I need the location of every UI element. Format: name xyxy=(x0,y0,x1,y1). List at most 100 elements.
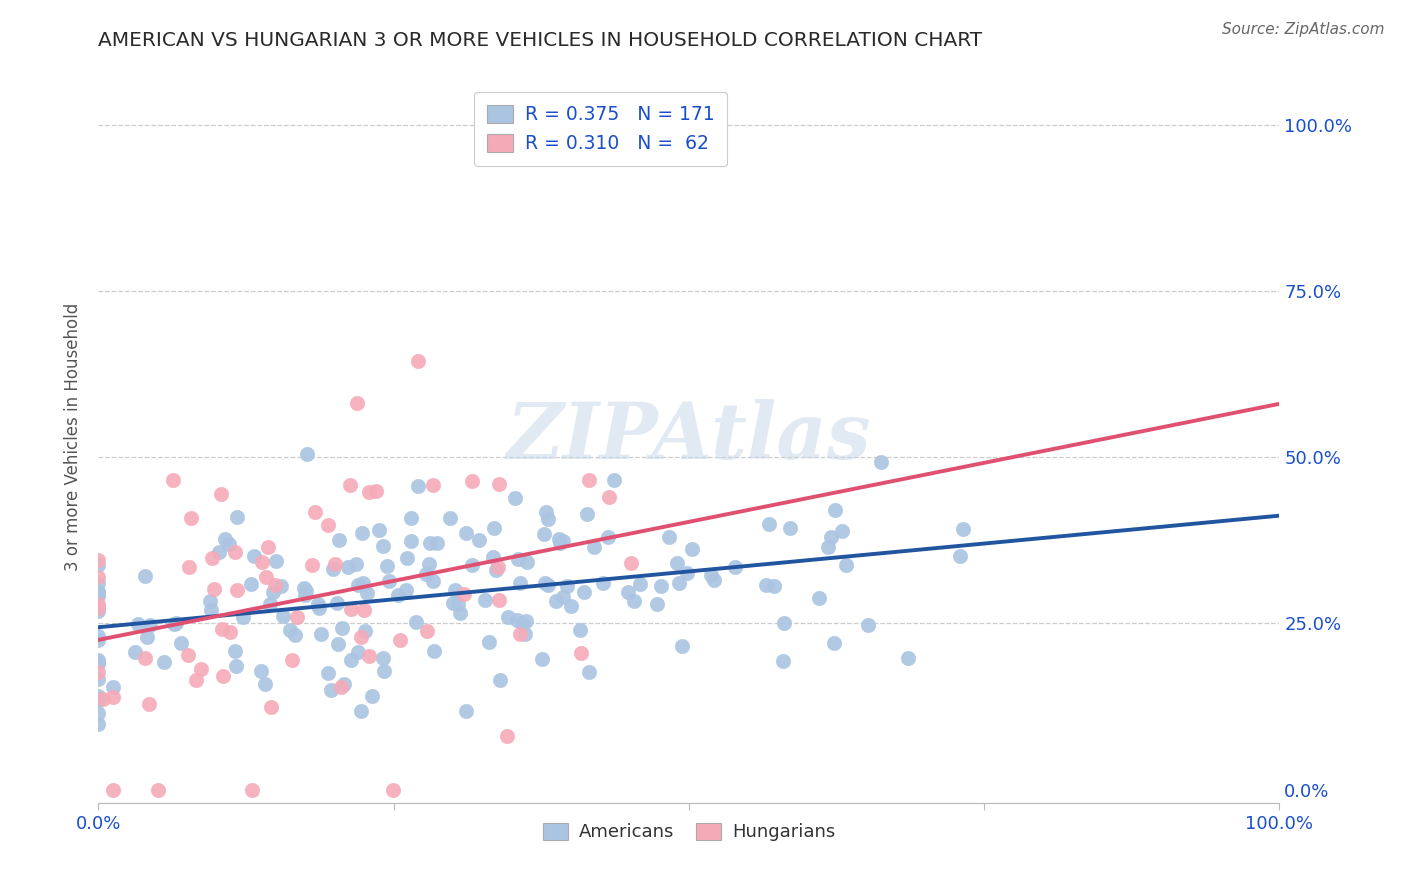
Point xyxy=(264,577,287,591)
Point xyxy=(668,575,690,590)
Point xyxy=(350,704,373,718)
Point xyxy=(353,624,375,639)
Point xyxy=(824,502,846,516)
Point xyxy=(352,576,374,591)
Point xyxy=(623,594,645,608)
Point xyxy=(87,585,110,599)
Point xyxy=(949,549,972,563)
Point xyxy=(253,676,276,690)
Point xyxy=(676,566,699,580)
Point xyxy=(478,635,501,649)
Y-axis label: 3 or more Vehicles in Household: 3 or more Vehicles in Household xyxy=(65,303,83,571)
Point xyxy=(488,477,510,491)
Point xyxy=(496,610,519,624)
Point xyxy=(598,530,620,544)
Point xyxy=(616,585,638,599)
Point xyxy=(602,474,624,488)
Point xyxy=(87,656,110,670)
Point xyxy=(91,692,114,706)
Point xyxy=(224,644,246,658)
Point xyxy=(364,483,387,498)
Point xyxy=(560,599,582,613)
Point xyxy=(353,603,375,617)
Point xyxy=(87,558,110,572)
Point xyxy=(134,651,156,665)
Point xyxy=(758,517,780,532)
Point xyxy=(835,558,858,572)
Point xyxy=(808,591,831,605)
Point xyxy=(548,536,571,550)
Point xyxy=(344,557,367,571)
Point xyxy=(250,664,273,678)
Point xyxy=(533,527,555,541)
Point xyxy=(127,617,149,632)
Point xyxy=(103,680,125,694)
Point xyxy=(496,729,519,743)
Point xyxy=(755,578,778,592)
Point xyxy=(224,545,246,559)
Point xyxy=(503,491,526,505)
Point xyxy=(449,606,471,620)
Point xyxy=(387,588,409,602)
Point xyxy=(506,613,529,627)
Point xyxy=(218,537,240,551)
Point xyxy=(319,683,342,698)
Point xyxy=(578,665,600,679)
Point xyxy=(367,524,389,538)
Point xyxy=(264,554,287,568)
Point xyxy=(257,540,280,554)
Point xyxy=(214,532,236,546)
Point xyxy=(270,579,292,593)
Point xyxy=(349,631,371,645)
Point xyxy=(339,478,361,492)
Point xyxy=(340,653,363,667)
Point xyxy=(422,574,444,589)
Point xyxy=(510,615,533,630)
Point xyxy=(439,511,461,525)
Point xyxy=(665,557,688,571)
Point xyxy=(208,545,231,559)
Point xyxy=(326,637,349,651)
Text: AMERICAN VS HUNGARIAN 3 OR MORE VEHICLES IN HOUSEHOLD CORRELATION CHART: AMERICAN VS HUNGARIAN 3 OR MORE VEHICLES… xyxy=(98,31,983,50)
Point xyxy=(200,603,222,617)
Point xyxy=(681,542,703,557)
Point xyxy=(486,560,509,574)
Point xyxy=(422,477,444,491)
Text: ZIPAtlas: ZIPAtlas xyxy=(506,399,872,475)
Point xyxy=(323,558,346,572)
Point xyxy=(671,639,693,653)
Point xyxy=(211,622,233,636)
Point xyxy=(337,560,360,574)
Point xyxy=(163,617,186,632)
Point xyxy=(377,574,399,589)
Point xyxy=(360,689,382,703)
Point xyxy=(226,510,249,524)
Point xyxy=(820,530,842,544)
Point xyxy=(146,782,169,797)
Point xyxy=(515,627,537,641)
Text: Source: ZipAtlas.com: Source: ZipAtlas.com xyxy=(1222,22,1385,37)
Point xyxy=(87,575,110,590)
Point xyxy=(254,570,277,584)
Point xyxy=(242,549,264,563)
Point xyxy=(218,625,240,640)
Point xyxy=(87,598,110,612)
Point xyxy=(578,474,600,488)
Point xyxy=(952,522,974,536)
Point xyxy=(301,558,323,572)
Point xyxy=(339,602,361,616)
Point xyxy=(482,521,505,535)
Point xyxy=(576,507,599,521)
Point xyxy=(537,512,560,526)
Point xyxy=(551,534,574,549)
Point xyxy=(87,604,110,618)
Point xyxy=(240,782,263,797)
Point xyxy=(423,643,446,657)
Point xyxy=(87,632,110,647)
Point xyxy=(281,653,304,667)
Point xyxy=(87,601,110,615)
Point xyxy=(568,623,591,637)
Point xyxy=(453,587,475,601)
Point xyxy=(357,484,380,499)
Point xyxy=(454,526,477,541)
